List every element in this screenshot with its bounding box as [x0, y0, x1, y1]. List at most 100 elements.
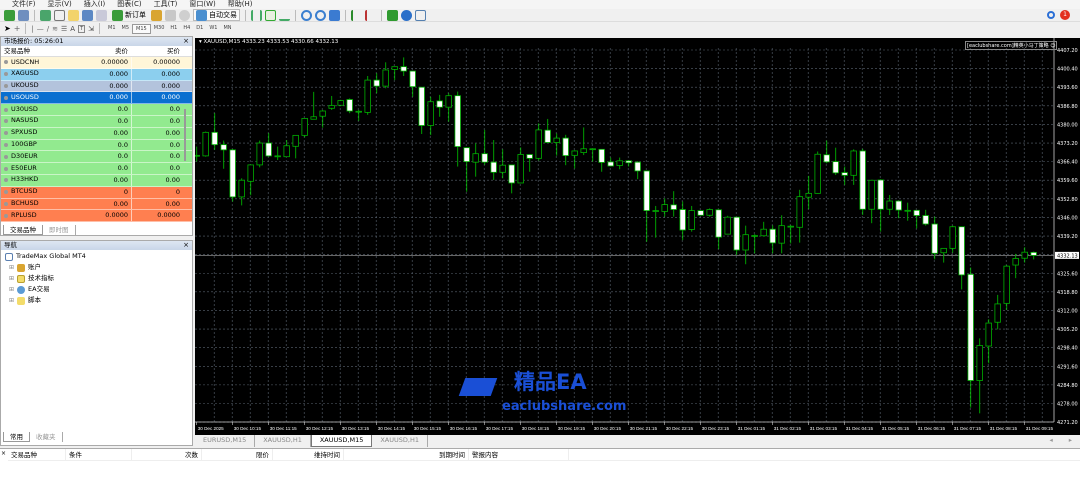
- text-icon[interactable]: A: [70, 24, 76, 33]
- trendline-icon[interactable]: /: [46, 24, 50, 33]
- close-icon[interactable]: ×: [1, 450, 7, 457]
- horizontal-line-icon[interactable]: —: [36, 24, 44, 33]
- chart-tab-xauusd-h1[interactable]: XAUUSD,H1: [255, 435, 311, 447]
- market-watch-row[interactable]: U30USD 0.0 0.0: [1, 104, 192, 116]
- chart-tab-xauusd-m15[interactable]: XAUUSD,M15: [310, 435, 373, 447]
- timeframe-d1[interactable]: D1: [196, 24, 204, 31]
- timeframe-m30[interactable]: M30: [153, 24, 165, 31]
- autoscroll-icon[interactable]: [365, 9, 376, 21]
- channel-icon[interactable]: ≋: [52, 24, 58, 33]
- data-window-icon[interactable]: [54, 9, 65, 21]
- crosshair-icon[interactable]: +: [13, 24, 21, 33]
- expand-icon[interactable]: ⊞: [9, 286, 15, 293]
- column-header-symbol[interactable]: 交易品种: [8, 449, 66, 460]
- menu-help[interactable]: 帮助(H): [227, 0, 253, 8]
- timeframe-m5[interactable]: M5: [121, 24, 130, 31]
- line-chart-icon[interactable]: [279, 10, 290, 21]
- market-watch-row[interactable]: H33HKD 0.00 0.00: [1, 174, 192, 187]
- chart-tab-eurusd-m15[interactable]: EURUSD,M15: [195, 435, 256, 447]
- zoom-out-icon[interactable]: [315, 9, 326, 21]
- new-order-button[interactable]: 新订单: [110, 9, 148, 21]
- nav-item-indicators[interactable]: ⊞ 技术指标: [9, 274, 55, 283]
- menu-charts[interactable]: 图表(C): [117, 0, 142, 8]
- vertical-line-icon[interactable]: |: [31, 24, 34, 33]
- tab-tick-chart[interactable]: 即时图: [43, 225, 76, 235]
- menu-file[interactable]: 文件(F): [12, 0, 36, 8]
- periods-icon[interactable]: [401, 9, 412, 21]
- market-watch-icon[interactable]: [40, 9, 51, 21]
- menu-tools[interactable]: 工具(T): [153, 0, 178, 8]
- close-icon[interactable]: ×: [183, 37, 189, 45]
- column-header-counter[interactable]: 次数: [132, 449, 202, 460]
- templates-icon[interactable]: [415, 9, 426, 21]
- column-header-bid[interactable]: 卖价: [80, 46, 132, 56]
- tab-favorites[interactable]: 收藏夹: [30, 432, 63, 442]
- market-watch-row[interactable]: SPXUSD 0.00 0.00: [1, 127, 192, 140]
- column-header-condition[interactable]: 条件: [66, 449, 132, 460]
- close-icon[interactable]: ×: [183, 241, 189, 249]
- indicators-icon[interactable]: [387, 9, 398, 21]
- text-label-icon[interactable]: T: [78, 24, 86, 33]
- cursor-icon[interactable]: ➤: [4, 24, 11, 33]
- column-header-ask[interactable]: 买价: [167, 47, 180, 55]
- market-watch-row[interactable]: USDCNH 0.00000 0.00000: [1, 57, 192, 69]
- column-header-expiration[interactable]: 到期时间: [344, 449, 469, 460]
- navigator-icon[interactable]: [68, 9, 79, 21]
- candlestick-chart[interactable]: 4407.20 4400.40 4393.60 4386.80 4380.00 4373.…: [195, 38, 1080, 435]
- candlestick-icon[interactable]: [265, 9, 276, 21]
- column-header-timeout[interactable]: 维持时间: [273, 449, 344, 460]
- timeframe-m15[interactable]: M15: [132, 23, 151, 34]
- nav-root[interactable]: TradeMax Global MT4: [5, 251, 192, 262]
- tab-common[interactable]: 常用: [3, 432, 30, 442]
- tile-windows-icon[interactable]: [329, 9, 340, 21]
- market-watch-row[interactable]: RPLUSD 0.0000 0.0000: [1, 210, 192, 223]
- market-watch-row[interactable]: NASUSD 0.0 0.0: [1, 115, 192, 128]
- scroll-tabs-right-icon[interactable]: ▸: [1068, 436, 1072, 444]
- print-icon[interactable]: [165, 9, 176, 21]
- zoom-in-icon[interactable]: [301, 9, 312, 21]
- market-watch-row[interactable]: 100GBP 0.0 0.0: [1, 139, 192, 152]
- arrows-icon[interactable]: ⇲: [88, 24, 95, 33]
- column-header-symbol[interactable]: 交易品种: [4, 46, 30, 55]
- market-watch-row[interactable]: XAGUSD 0.000 0.000: [1, 68, 192, 81]
- market-watch-row[interactable]: USOUSD 0.000 0.000: [1, 92, 192, 105]
- new-chart-icon[interactable]: [4, 9, 15, 21]
- terminal-icon[interactable]: [82, 9, 93, 21]
- chart-shift-icon[interactable]: [351, 9, 362, 21]
- chart-window[interactable]: 4407.20 4400.40 4393.60 4386.80 4380.00 4373.…: [195, 38, 1080, 435]
- timeframe-h4[interactable]: H4: [183, 24, 191, 31]
- nav-item-scripts[interactable]: ⊞ 脚本: [9, 296, 42, 305]
- tab-symbols[interactable]: 交易品种: [3, 225, 43, 235]
- timeframe-mn[interactable]: MN: [223, 24, 232, 31]
- market-watch-row[interactable]: BTCUSD 0 0: [1, 186, 192, 199]
- strategy-tester-icon[interactable]: [96, 9, 107, 21]
- timeframe-h1[interactable]: H1: [170, 24, 178, 31]
- notification-badge[interactable]: 1: [1060, 10, 1070, 20]
- bar-chart-icon[interactable]: [251, 9, 262, 21]
- menu-insert[interactable]: 插入(I): [83, 0, 106, 8]
- market-watch-row[interactable]: D30EUR 0.0 0.0: [1, 151, 192, 164]
- scrollbar[interactable]: [184, 109, 186, 161]
- market-watch-row[interactable]: E50EUR 0.0 0.0: [1, 163, 192, 175]
- column-header-limit[interactable]: 限价: [202, 449, 273, 460]
- expand-icon[interactable]: ⊞: [9, 275, 15, 282]
- profiles-icon[interactable]: [18, 9, 29, 21]
- auto-trading-button[interactable]: 自动交易: [193, 9, 240, 21]
- timeframe-m1[interactable]: M1: [108, 24, 116, 31]
- nav-item-accounts[interactable]: ⊞ 账户: [9, 263, 42, 272]
- timeframe-w1[interactable]: W1: [209, 24, 218, 31]
- chart-tab-xauusd-h1-2[interactable]: XAUUSD,H1: [372, 435, 428, 447]
- market-watch-row[interactable]: UKOUSD 0.000 0.000: [1, 80, 192, 93]
- signals-icon[interactable]: [179, 9, 190, 21]
- market-watch-row[interactable]: BCHUSD 0.00 0.00: [1, 198, 192, 211]
- expand-icon[interactable]: ⊞: [9, 297, 15, 304]
- expand-icon[interactable]: ⊞: [9, 264, 15, 271]
- menu-window[interactable]: 窗口(W): [189, 0, 216, 8]
- scroll-tabs-left-icon[interactable]: ◂: [1049, 436, 1053, 444]
- column-header-alert-text[interactable]: 警报内容: [469, 449, 569, 460]
- metaeditor-icon[interactable]: [151, 9, 162, 21]
- nav-item-expert-advisors[interactable]: ⊞ EA交易: [9, 285, 50, 294]
- fibonacci-icon[interactable]: ☰: [61, 24, 68, 33]
- search-icon[interactable]: [1047, 11, 1055, 19]
- menu-view[interactable]: 显示(V): [47, 0, 72, 8]
